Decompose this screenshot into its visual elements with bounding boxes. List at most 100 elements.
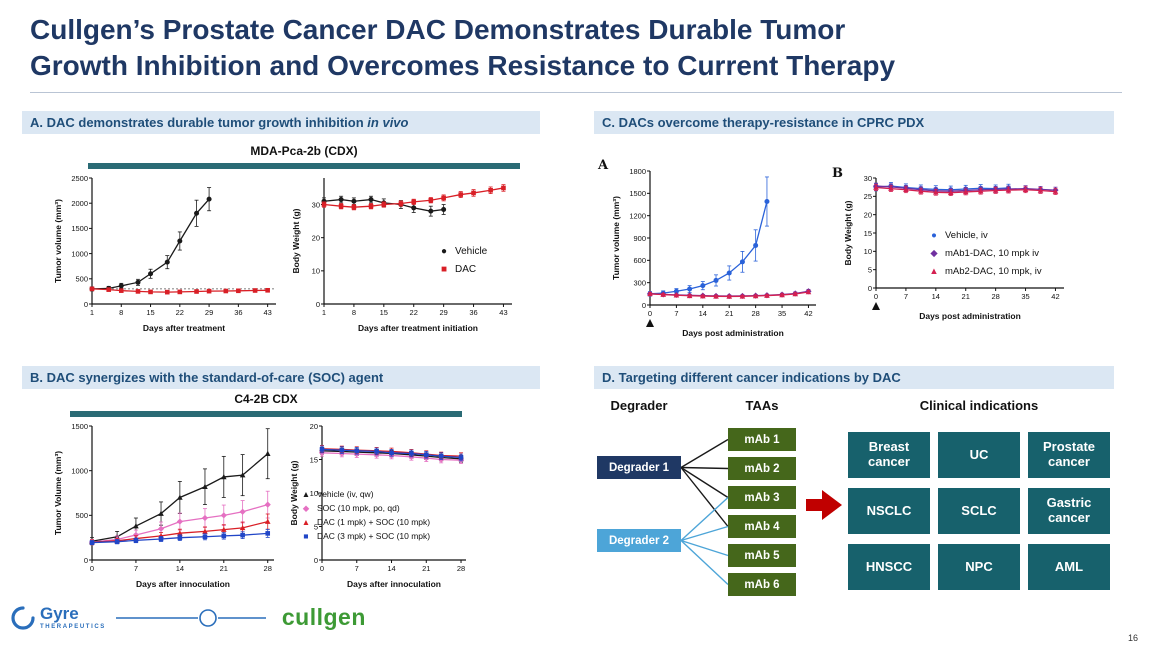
- legend-item: ▲ mAb2-DAC, 10 mpk, iv: [928, 266, 1042, 277]
- svg-text:1: 1: [322, 308, 326, 317]
- svg-text:28: 28: [457, 564, 465, 573]
- svg-text:300: 300: [633, 278, 646, 287]
- legend-label: DAC (3 mpk) + SOC (10 mpk): [317, 531, 431, 541]
- svg-text:1: 1: [90, 308, 94, 317]
- chart-b-tumor-volume: 0 500 1000 1500 0 7 14 21 28 Tumor Volume (mm³) Da…: [53, 422, 274, 589]
- legend-label: Vehicle: [455, 246, 488, 257]
- svg-text:0: 0: [868, 284, 872, 293]
- legend-marker-icon: ▲: [301, 488, 311, 499]
- degrader-2-box: Degrader 2: [597, 529, 681, 552]
- footer-divider-line: [115, 608, 266, 627]
- indication-box: NPC: [938, 544, 1020, 590]
- gyre-logo: Gyre THERAPEUTICS: [10, 605, 106, 631]
- legend-marker-icon: ■: [440, 263, 448, 275]
- taa-box: mAb 4: [728, 515, 796, 538]
- svg-text:15: 15: [864, 229, 872, 238]
- column-header-degrader: Degrader: [610, 398, 668, 413]
- svg-text:28: 28: [264, 564, 272, 573]
- svg-text:5: 5: [868, 265, 872, 274]
- svg-text:43: 43: [499, 308, 507, 317]
- legend-item: ◆ SOC (10 mpk, po, qd): [300, 503, 430, 513]
- svg-text:7: 7: [355, 564, 359, 573]
- footer: Gyre THERAPEUTICS cullgen: [10, 604, 366, 631]
- svg-text:500: 500: [75, 511, 88, 520]
- gyre-wordmark: Gyre: [40, 604, 79, 623]
- svg-text:25: 25: [864, 192, 872, 201]
- svg-text:1500: 1500: [629, 189, 646, 198]
- svg-text:8: 8: [352, 308, 356, 317]
- panel-b-title-bar: [70, 411, 462, 417]
- svg-text:1500: 1500: [71, 422, 88, 431]
- taa-box: mAb 6: [728, 573, 796, 596]
- svg-text:0: 0: [314, 556, 318, 565]
- taa-box: mAb 3: [728, 486, 796, 509]
- svg-text:Days after treatment initiatio: Days after treatment initiation: [358, 323, 478, 333]
- svg-text:Days after innoculation: Days after innoculation: [347, 579, 441, 589]
- chart-b-body-weight: 0 5 10 15 20 0 7 14 21 28 Body Weight (g) Days afte…: [289, 422, 466, 589]
- svg-text:600: 600: [633, 256, 646, 265]
- svg-text:29: 29: [205, 308, 213, 317]
- column-header-clinical-indications: Clinical indications: [919, 398, 1039, 413]
- indication-box: Prostate cancer: [1028, 432, 1110, 478]
- svg-text:28: 28: [991, 292, 999, 301]
- chart-c-tumor-volume: 0 300 600 900 1200 1500 1800 0 7 14 21 28 35 42 Tumor …: [611, 167, 816, 338]
- svg-text:Tumor volume (mm³): Tumor volume (mm³): [53, 199, 63, 283]
- svg-text:42: 42: [804, 309, 812, 318]
- panel-c-sublabel-a: A: [598, 158, 609, 173]
- taa-column: mAb 1 mAb 2 mAb 3 mAb 4 mAb 5 mAb 6: [728, 428, 796, 596]
- degrader-1-box: Degrader 1: [597, 456, 681, 479]
- title-divider: [30, 92, 1122, 93]
- svg-text:21: 21: [962, 292, 970, 301]
- panel-a-header: A. DAC demonstrates durable tumor growth…: [22, 111, 540, 134]
- svg-text:0: 0: [90, 564, 94, 573]
- legend-item: ● Vehicle: [438, 246, 487, 257]
- svg-text:29: 29: [439, 308, 447, 317]
- svg-text:Tumor Volume (mm³): Tumor Volume (mm³): [53, 451, 63, 535]
- svg-text:35: 35: [778, 309, 786, 318]
- legend-label: Vehicle, iv: [945, 230, 988, 241]
- svg-text:1500: 1500: [71, 224, 88, 233]
- taa-box: mAb 2: [728, 457, 796, 480]
- clinical-indications-grid: Breast cancer UC Prostate cancer NSCLC SCLC G…: [848, 432, 1110, 590]
- legend-item: ■ DAC: [438, 264, 487, 275]
- svg-text:1800: 1800: [629, 167, 646, 176]
- svg-text:15: 15: [310, 455, 318, 464]
- svg-text:7: 7: [134, 564, 138, 573]
- legend-label: SOC (10 mpk, po, qd): [317, 503, 400, 513]
- page-title-line2: Growth Inhibition and Overcomes Resistan…: [30, 50, 896, 81]
- taa-box: mAb 1: [728, 428, 796, 451]
- panel-b-header: B. DAC synergizes with the standard-of-c…: [22, 366, 540, 389]
- svg-text:42: 42: [1051, 292, 1059, 301]
- legend-label: mAb2-DAC, 10 mpk, iv: [945, 266, 1042, 277]
- legend-marker-icon: ●: [931, 229, 937, 241]
- page-title-line1: Cullgen’s Prostate Cancer DAC Demonstrat…: [30, 14, 846, 45]
- svg-text:20: 20: [312, 233, 320, 242]
- indication-box: UC: [938, 432, 1020, 478]
- svg-text:0: 0: [874, 292, 878, 301]
- indication-box: HNSCC: [848, 544, 930, 590]
- svg-text:20: 20: [864, 210, 872, 219]
- svg-text:0: 0: [84, 556, 88, 565]
- indication-box: NSCLC: [848, 488, 930, 534]
- indication-box: AML: [1028, 544, 1110, 590]
- svg-text:30: 30: [312, 200, 320, 209]
- svg-text:Days post administration: Days post administration: [919, 311, 1021, 321]
- legend-label: mAb1-DAC, 10 mpk iv: [945, 248, 1039, 259]
- svg-text:22: 22: [410, 308, 418, 317]
- svg-text:7: 7: [904, 292, 908, 301]
- panel-b-chart-title: C4-2B CDX: [234, 392, 298, 406]
- panel-c-header: C. DACs overcome therapy-resistance in C…: [594, 111, 1114, 134]
- indication-box: SCLC: [938, 488, 1020, 534]
- svg-text:5: 5: [314, 522, 318, 531]
- cullgen-logo: cullgen: [281, 604, 366, 630]
- svg-text:14: 14: [932, 292, 940, 301]
- legend-label: Vehicle (iv, qw): [317, 489, 374, 499]
- legend-item: ▲ DAC (1 mpk) + SOC (10 mpk): [300, 517, 430, 527]
- svg-text:35: 35: [1021, 292, 1029, 301]
- page-number: 16: [1127, 633, 1138, 643]
- svg-text:14: 14: [176, 564, 184, 573]
- svg-text:1000: 1000: [71, 466, 88, 475]
- svg-text:15: 15: [146, 308, 154, 317]
- legend-item: ● Vehicle, iv: [928, 230, 1042, 241]
